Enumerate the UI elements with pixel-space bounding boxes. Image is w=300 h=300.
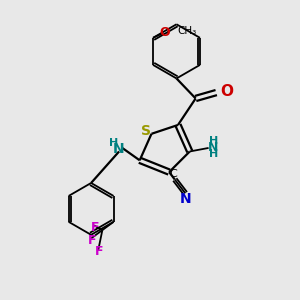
Text: C: C — [170, 169, 178, 179]
Text: O: O — [159, 26, 169, 39]
Text: CH₃: CH₃ — [178, 26, 197, 36]
Text: F: F — [95, 245, 104, 258]
Text: H: H — [209, 136, 218, 146]
Text: H: H — [209, 149, 218, 159]
Text: N: N — [113, 142, 124, 156]
Text: O: O — [220, 85, 233, 100]
Text: F: F — [88, 234, 97, 247]
Text: N: N — [179, 192, 191, 206]
Text: N: N — [208, 141, 218, 154]
Text: F: F — [91, 220, 100, 234]
Text: S: S — [141, 124, 151, 138]
Text: H: H — [109, 138, 119, 148]
